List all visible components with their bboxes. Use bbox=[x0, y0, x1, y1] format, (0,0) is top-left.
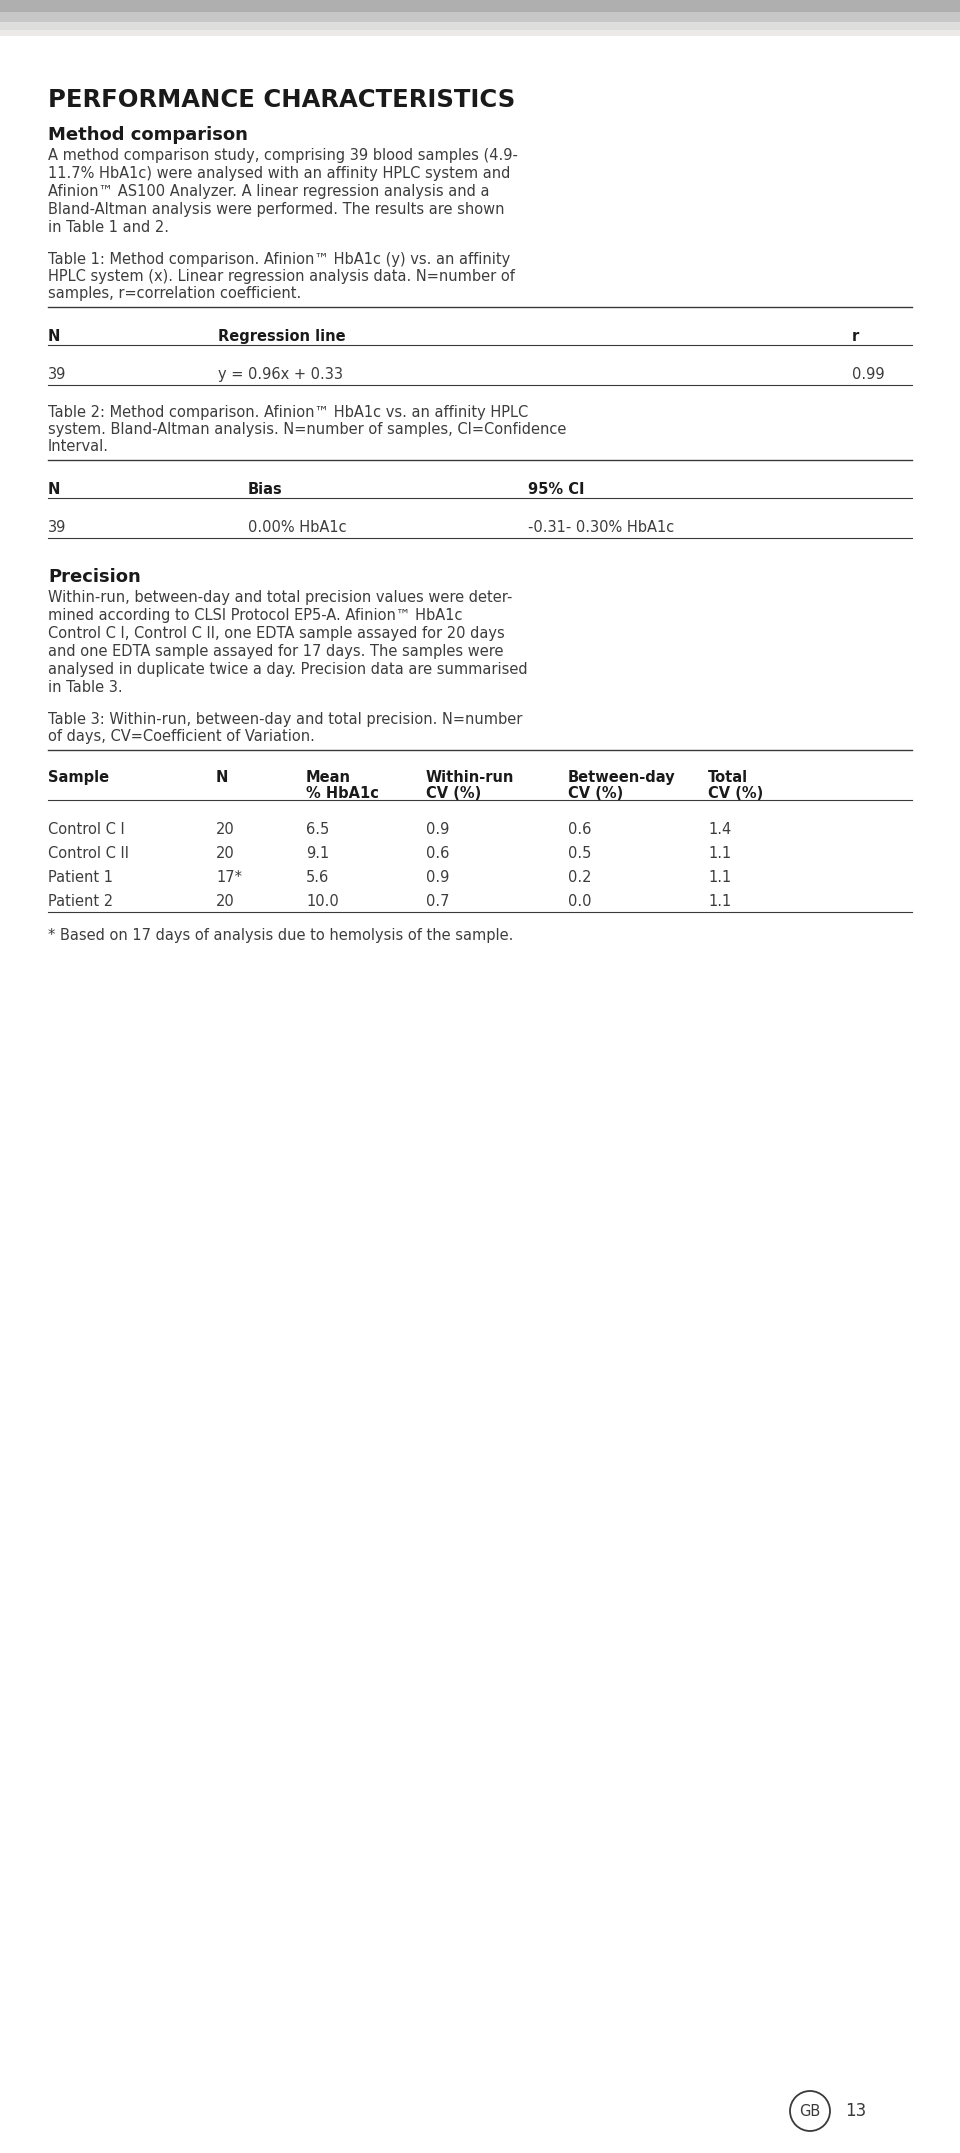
Text: 0.2: 0.2 bbox=[568, 870, 591, 885]
Text: Sample: Sample bbox=[48, 771, 109, 786]
Text: GB: GB bbox=[800, 2103, 821, 2119]
Text: of days, CV=Coefficient of Variation.: of days, CV=Coefficient of Variation. bbox=[48, 730, 315, 745]
Text: 1.4: 1.4 bbox=[708, 822, 732, 838]
Text: Table 1: Method comparison. Afinion™ HbA1c (y) vs. an affinity: Table 1: Method comparison. Afinion™ HbA… bbox=[48, 252, 511, 267]
Text: 20: 20 bbox=[216, 822, 235, 838]
Text: 0.9: 0.9 bbox=[426, 870, 449, 885]
Text: Table 2: Method comparison. Afinion™ HbA1c vs. an affinity HPLC: Table 2: Method comparison. Afinion™ HbA… bbox=[48, 405, 528, 420]
Text: Control C I: Control C I bbox=[48, 822, 125, 838]
Text: Regression line: Regression line bbox=[218, 329, 346, 344]
Text: Patient 1: Patient 1 bbox=[48, 870, 113, 885]
Text: 1.1: 1.1 bbox=[708, 893, 732, 909]
Text: mined according to CLSI Protocol EP5-A. Afinion™ HbA1c: mined according to CLSI Protocol EP5-A. … bbox=[48, 607, 463, 622]
Text: N: N bbox=[48, 482, 60, 497]
Text: A method comparison study, comprising 39 blood samples (4.9-: A method comparison study, comprising 39… bbox=[48, 149, 517, 164]
Text: analysed in duplicate twice a day. Precision data are summarised: analysed in duplicate twice a day. Preci… bbox=[48, 661, 528, 676]
Text: Patient 2: Patient 2 bbox=[48, 893, 113, 909]
Text: 17*: 17* bbox=[216, 870, 242, 885]
Text: 11.7% HbA1c) were analysed with an affinity HPLC system and: 11.7% HbA1c) were analysed with an affin… bbox=[48, 166, 511, 181]
Text: PERFORMANCE CHARACTERISTICS: PERFORMANCE CHARACTERISTICS bbox=[48, 88, 516, 112]
Text: 10.0: 10.0 bbox=[306, 893, 339, 909]
Text: samples, r=correlation coefficient.: samples, r=correlation coefficient. bbox=[48, 286, 301, 301]
Text: * Based on 17 days of analysis due to hemolysis of the sample.: * Based on 17 days of analysis due to he… bbox=[48, 928, 514, 943]
Text: 5.6: 5.6 bbox=[306, 870, 329, 885]
Text: 20: 20 bbox=[216, 846, 235, 861]
Text: 95% CI: 95% CI bbox=[528, 482, 585, 497]
Text: 1.1: 1.1 bbox=[708, 870, 732, 885]
Text: 6.5: 6.5 bbox=[306, 822, 329, 838]
Text: Between-day: Between-day bbox=[568, 771, 676, 786]
Text: Table 3: Within-run, between-day and total precision. N=number: Table 3: Within-run, between-day and tot… bbox=[48, 713, 522, 728]
Text: HPLC system (x). Linear regression analysis data. N=number of: HPLC system (x). Linear regression analy… bbox=[48, 269, 515, 284]
Text: 0.00% HbA1c: 0.00% HbA1c bbox=[248, 521, 347, 534]
Text: 0.5: 0.5 bbox=[568, 846, 591, 861]
Text: 39: 39 bbox=[48, 366, 66, 381]
Text: N: N bbox=[216, 771, 228, 786]
Text: Method comparison: Method comparison bbox=[48, 127, 248, 144]
Text: and one EDTA sample assayed for 17 days. The samples were: and one EDTA sample assayed for 17 days.… bbox=[48, 644, 503, 659]
Text: system. Bland-Altman analysis. N=number of samples, CI=Confidence: system. Bland-Altman analysis. N=number … bbox=[48, 422, 566, 437]
Text: 13: 13 bbox=[845, 2101, 866, 2121]
Bar bbox=[0, 0, 960, 13]
Text: Total: Total bbox=[708, 771, 748, 786]
Text: 39: 39 bbox=[48, 521, 66, 534]
Text: -0.31- 0.30% HbA1c: -0.31- 0.30% HbA1c bbox=[528, 521, 674, 534]
Text: 1.1: 1.1 bbox=[708, 846, 732, 861]
Bar bbox=[0, 13, 960, 22]
Text: Within-run, between-day and total precision values were deter-: Within-run, between-day and total precis… bbox=[48, 590, 513, 605]
Text: 0.6: 0.6 bbox=[426, 846, 449, 861]
Text: N: N bbox=[48, 329, 60, 344]
Bar bbox=[0, 22, 960, 30]
Text: 0.0: 0.0 bbox=[568, 893, 591, 909]
Text: Control C I, Control C II, one EDTA sample assayed for 20 days: Control C I, Control C II, one EDTA samp… bbox=[48, 627, 505, 642]
Text: CV (%): CV (%) bbox=[708, 786, 763, 801]
Text: 0.99: 0.99 bbox=[852, 366, 884, 381]
Text: CV (%): CV (%) bbox=[426, 786, 481, 801]
Text: Bias: Bias bbox=[248, 482, 283, 497]
Text: 0.6: 0.6 bbox=[568, 822, 591, 838]
Text: in Table 3.: in Table 3. bbox=[48, 680, 123, 695]
Text: 20: 20 bbox=[216, 893, 235, 909]
Text: Afinion™ AS100 Analyzer. A linear regression analysis and a: Afinion™ AS100 Analyzer. A linear regres… bbox=[48, 183, 490, 198]
Text: Mean: Mean bbox=[306, 771, 351, 786]
Text: in Table 1 and 2.: in Table 1 and 2. bbox=[48, 220, 169, 235]
Text: Bland-Altman analysis were performed. The results are shown: Bland-Altman analysis were performed. Th… bbox=[48, 202, 505, 217]
Text: % HbA1c: % HbA1c bbox=[306, 786, 379, 801]
Text: CV (%): CV (%) bbox=[568, 786, 623, 801]
Text: 0.7: 0.7 bbox=[426, 893, 449, 909]
Text: 9.1: 9.1 bbox=[306, 846, 329, 861]
Text: Control C II: Control C II bbox=[48, 846, 129, 861]
Text: Within-run: Within-run bbox=[426, 771, 515, 786]
Text: r: r bbox=[852, 329, 859, 344]
Text: y = 0.96x + 0.33: y = 0.96x + 0.33 bbox=[218, 366, 343, 381]
Bar bbox=[0, 30, 960, 37]
Text: Interval.: Interval. bbox=[48, 439, 109, 454]
Text: 0.9: 0.9 bbox=[426, 822, 449, 838]
Text: Precision: Precision bbox=[48, 568, 141, 586]
